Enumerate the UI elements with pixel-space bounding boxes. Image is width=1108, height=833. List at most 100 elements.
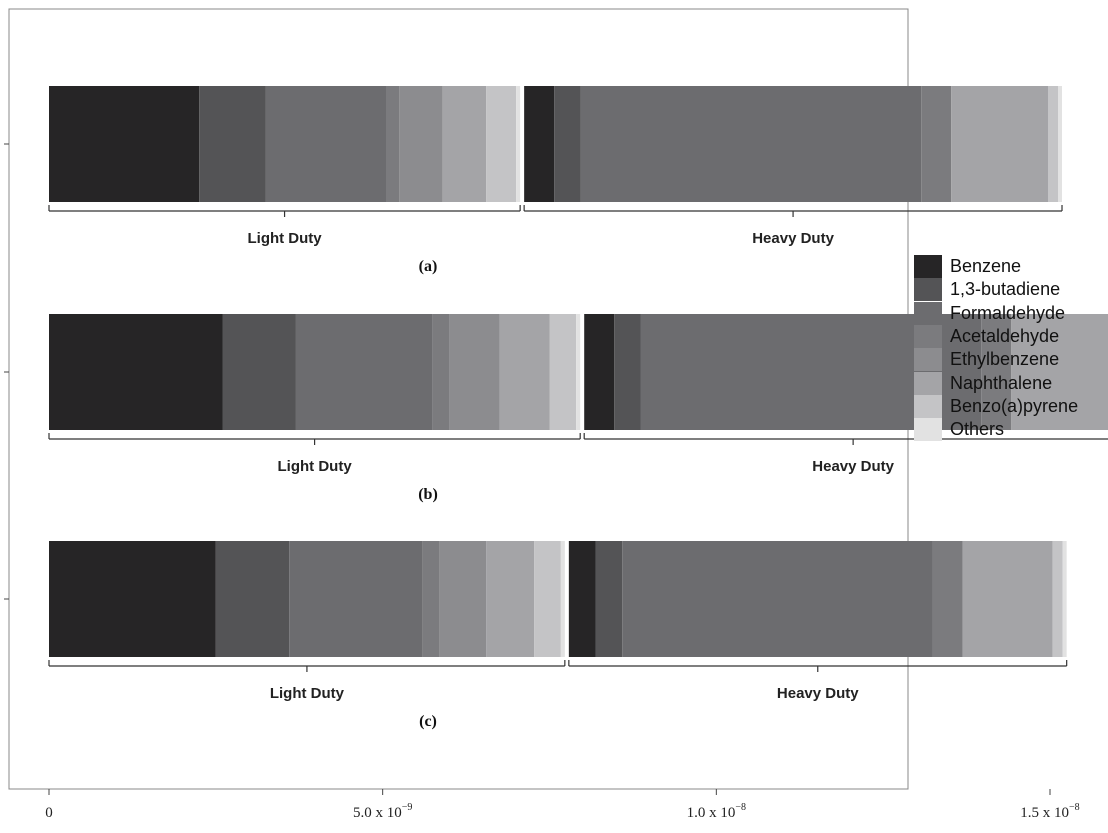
bar-segment-benzo-a-pyrene	[1052, 541, 1063, 657]
bar-segment-1-3-butadiene	[215, 541, 290, 657]
bar-segment-ethylbenzene	[399, 86, 443, 202]
group-label: Heavy Duty	[752, 230, 834, 247]
bar-segment-benzene	[49, 86, 200, 202]
x-tick-mantissa: 1.0 x 10	[687, 805, 736, 821]
group-label: Heavy Duty	[777, 685, 859, 702]
x-tick-label: 0	[45, 805, 53, 821]
legend-item: Acetaldehyde	[914, 325, 1078, 349]
group-bracket: Heavy Duty	[523, 205, 1063, 247]
bar-segment-1-3-butadiene	[199, 86, 266, 202]
bar-segment-others	[560, 541, 565, 657]
legend-item: 1,3-butadiene	[914, 278, 1078, 302]
bar-segment-benzo-a-pyrene	[486, 86, 517, 202]
panel-label: (c)	[419, 713, 437, 730]
bar-segment-acetaldehyde	[422, 541, 440, 657]
x-tick: 0	[45, 789, 53, 821]
bar-segment-naphthalene	[499, 314, 550, 430]
legend-label: Naphthalene	[950, 372, 1053, 393]
legend-label: Acetaldehyde	[950, 326, 1060, 347]
group-bracket: Heavy Duty	[568, 660, 1068, 702]
bar-segment-acetaldehyde	[386, 86, 400, 202]
panel-label: (a)	[419, 258, 438, 275]
legend: Benzene 1,3-butadiene Formaldehyde Acetalde…	[914, 255, 1079, 442]
bar-segment-acetaldehyde	[432, 314, 450, 430]
x-tick-label: 1.0 x 10−8	[687, 802, 746, 821]
legend-swatch	[914, 371, 942, 395]
bar-segment-1-3-butadiene	[222, 314, 296, 430]
x-axis: 0 5.0 x 10−9 1.0 x 10−8 1.5 x 10−8	[45, 789, 1080, 821]
group-label: Light Duty	[247, 230, 322, 247]
x-tick-exponent: −8	[1069, 802, 1080, 813]
panel-3: Light Duty Heavy Duty (c)	[4, 541, 1068, 730]
group-label: Light Duty	[278, 458, 353, 475]
panel-1: Light Duty Heavy Duty (a)	[4, 86, 1063, 275]
bar-segment-1-3-butadiene	[614, 314, 641, 430]
bar-segment-formaldehyde	[295, 314, 433, 430]
legend-label: Benzene	[950, 256, 1022, 277]
bar-segment-benzo-a-pyrene	[1047, 86, 1058, 202]
x-tick-label: 5.0 x 10−9	[353, 802, 412, 821]
legend-item: Formaldehyde	[914, 301, 1078, 325]
bar-segment-1-3-butadiene	[554, 86, 581, 202]
bar-segment-formaldehyde	[289, 541, 423, 657]
x-tick-mantissa: 5.0 x 10	[353, 805, 402, 821]
bar-segment-formaldehyde	[265, 86, 386, 202]
bar-segment-others	[516, 86, 521, 202]
x-tick: 5.0 x 10−9	[353, 789, 412, 821]
bar-segment-formaldehyde	[580, 86, 922, 202]
legend-label: Others	[950, 419, 1005, 440]
bar-segment-benzo-a-pyrene	[549, 314, 577, 430]
panel-label: (b)	[418, 486, 438, 503]
x-tick-mantissa: 1.5 x 10	[1020, 805, 1069, 821]
bar-segment-naphthalene	[486, 541, 535, 657]
legend-label: Benzo(a)pyrene	[950, 395, 1079, 416]
group-bracket: Heavy Duty	[583, 433, 1108, 475]
bar-segment-naphthalene	[442, 86, 487, 202]
bar-segment-others	[1058, 86, 1062, 202]
legend-item: Ethylbenzene	[914, 348, 1078, 372]
legend-item: Benzo(a)pyrene	[914, 394, 1079, 418]
x-tick-label: 1.5 x 10−8	[1020, 802, 1079, 821]
legend-swatch	[914, 394, 942, 418]
group-bracket: Light Duty	[48, 205, 521, 247]
x-tick-mantissa: 0	[45, 805, 53, 821]
bar-segment-1-3-butadiene	[595, 541, 623, 657]
bar-segment-formaldehyde	[622, 541, 933, 657]
group-bracket: Light Duty	[48, 433, 581, 475]
bars-layer: Light Duty Heavy Duty (a) Light Duty Heavy D…	[4, 86, 1108, 730]
x-tick-exponent: −9	[402, 802, 413, 813]
legend-swatch	[914, 255, 942, 279]
legend-label: 1,3-butadiene	[950, 279, 1061, 300]
bar-segment-ethylbenzene	[449, 314, 500, 430]
legend-swatch	[914, 325, 942, 349]
bar-segment-benzene	[49, 314, 223, 430]
bar-segment-acetaldehyde	[981, 314, 1012, 430]
bar-segment-naphthalene	[951, 86, 1048, 202]
legend-item: Others	[914, 418, 1078, 442]
group-bracket: Light Duty	[48, 660, 566, 702]
bar-segment-benzene	[49, 541, 216, 657]
bar-segment-acetaldehyde	[921, 86, 952, 202]
bar-segment-naphthalene	[1011, 314, 1108, 430]
bar-segment-naphthalene	[962, 541, 1053, 657]
bar-segment-benzene	[584, 314, 615, 430]
legend-swatch	[914, 278, 942, 302]
legend-label: Formaldehyde	[950, 302, 1066, 323]
bar-segment-acetaldehyde	[932, 541, 963, 657]
legend-swatch	[914, 348, 942, 372]
bar-segment-ethylbenzene	[439, 541, 487, 657]
legend-swatch	[914, 418, 942, 442]
bar-segment-benzene	[524, 86, 555, 202]
bar-segment-benzo-a-pyrene	[534, 541, 561, 657]
legend-item: Naphthalene	[914, 371, 1078, 395]
legend-swatch	[914, 301, 942, 325]
bar-segment-others	[1062, 541, 1067, 657]
bar-segment-benzene	[568, 541, 596, 657]
legend-item: Benzene	[914, 255, 1078, 279]
x-tick: 1.0 x 10−8	[687, 789, 746, 821]
x-tick-exponent: −8	[735, 802, 746, 813]
legend-label: Ethylbenzene	[950, 349, 1060, 370]
group-label: Light Duty	[270, 685, 345, 702]
x-tick: 1.5 x 10−8	[1020, 789, 1080, 821]
